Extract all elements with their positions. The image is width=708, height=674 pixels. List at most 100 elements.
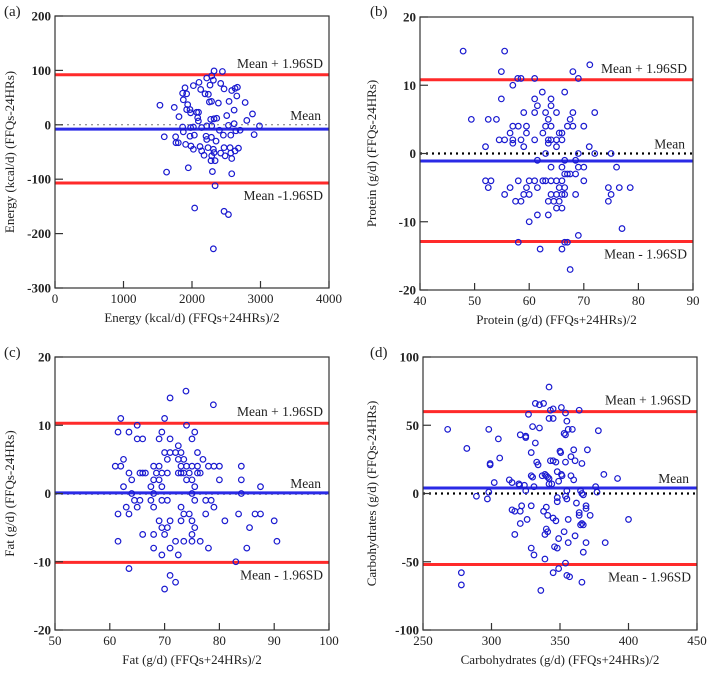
data-point bbox=[569, 122, 577, 130]
data-point bbox=[191, 496, 199, 504]
data-point bbox=[536, 245, 544, 253]
data-point bbox=[571, 532, 579, 540]
data-point bbox=[150, 544, 158, 552]
data-point bbox=[566, 266, 574, 273]
data-point bbox=[544, 211, 552, 219]
x-tick-label: 400 bbox=[619, 633, 639, 648]
data-point bbox=[558, 136, 566, 144]
y-axis-title: Protein (g/d) (FFQs-24HRs) bbox=[364, 80, 379, 227]
data-point bbox=[114, 428, 122, 436]
data-point bbox=[180, 455, 188, 463]
data-point bbox=[531, 177, 539, 185]
data-point bbox=[177, 469, 185, 477]
data-point bbox=[473, 492, 480, 500]
data-point bbox=[544, 115, 552, 123]
data-point bbox=[579, 548, 587, 556]
data-point bbox=[525, 410, 532, 418]
data-point bbox=[544, 473, 552, 481]
data-point bbox=[613, 163, 620, 171]
data-point bbox=[163, 496, 171, 504]
data-point bbox=[533, 102, 541, 110]
data-point bbox=[561, 88, 569, 96]
data-point bbox=[534, 461, 542, 469]
data-point bbox=[527, 472, 535, 480]
data-point bbox=[125, 510, 133, 518]
upper-limit-label: Mean + 1.96SD bbox=[237, 56, 323, 71]
data-point bbox=[561, 191, 569, 198]
data-point bbox=[210, 115, 218, 123]
data-point bbox=[537, 587, 545, 594]
data-point bbox=[172, 578, 179, 586]
data-point bbox=[547, 163, 555, 171]
data-point bbox=[580, 163, 588, 171]
data-point bbox=[544, 511, 552, 519]
data-point bbox=[188, 517, 196, 525]
data-point bbox=[531, 400, 539, 407]
data-point bbox=[196, 537, 204, 545]
data-point bbox=[161, 531, 169, 538]
data-point bbox=[228, 170, 236, 178]
data-point bbox=[208, 152, 216, 160]
data-point bbox=[501, 47, 509, 55]
data-point bbox=[497, 68, 505, 75]
data-point bbox=[186, 106, 194, 113]
data-point bbox=[564, 425, 572, 433]
data-point bbox=[483, 495, 491, 503]
data-point bbox=[166, 517, 174, 525]
data-point bbox=[542, 150, 549, 157]
data-point bbox=[549, 405, 557, 413]
data-point bbox=[183, 90, 191, 98]
data-point bbox=[582, 505, 590, 512]
y-tick-label: 0 bbox=[410, 146, 417, 161]
data-point bbox=[128, 490, 136, 497]
data-point bbox=[175, 113, 183, 121]
data-point bbox=[572, 170, 580, 178]
panel-label: (d) bbox=[370, 345, 388, 361]
data-point bbox=[568, 425, 576, 433]
data-point bbox=[493, 115, 500, 123]
data-point bbox=[160, 133, 168, 141]
data-point bbox=[230, 120, 238, 128]
data-point bbox=[552, 517, 560, 525]
y-tick-label: -20 bbox=[34, 623, 51, 638]
data-point bbox=[208, 122, 216, 130]
data-point bbox=[547, 191, 555, 198]
data-point bbox=[575, 511, 583, 519]
data-point bbox=[215, 462, 223, 470]
data-point bbox=[228, 155, 236, 162]
data-point bbox=[161, 449, 169, 456]
data-point bbox=[509, 139, 517, 147]
x-tick-label: 0 bbox=[52, 291, 59, 306]
data-point bbox=[166, 544, 174, 552]
data-point bbox=[225, 211, 232, 218]
data-point bbox=[490, 479, 498, 486]
x-tick-label: 70 bbox=[577, 293, 590, 308]
data-point bbox=[542, 109, 549, 116]
data-point bbox=[172, 139, 180, 147]
data-point bbox=[541, 555, 549, 563]
mean-label: Mean bbox=[654, 137, 685, 152]
x-tick-label: 80 bbox=[213, 633, 226, 648]
data-point bbox=[485, 425, 493, 433]
data-point bbox=[463, 445, 471, 452]
data-point bbox=[125, 565, 133, 572]
data-point bbox=[189, 145, 197, 153]
data-point bbox=[553, 494, 561, 501]
data-point bbox=[188, 462, 196, 470]
data-point bbox=[562, 458, 569, 466]
data-point bbox=[533, 156, 541, 164]
data-point bbox=[531, 439, 539, 447]
data-point bbox=[205, 462, 212, 470]
data-point bbox=[584, 446, 591, 454]
data-point bbox=[547, 177, 555, 185]
data-point bbox=[562, 559, 569, 567]
data-point bbox=[189, 123, 197, 131]
data-point bbox=[209, 145, 217, 153]
data-point bbox=[211, 182, 219, 190]
y-tick-label: -100 bbox=[27, 172, 51, 187]
data-point bbox=[184, 164, 192, 172]
data-point bbox=[586, 61, 594, 69]
data-point bbox=[523, 184, 530, 192]
data-point bbox=[114, 510, 122, 518]
data-point bbox=[467, 115, 475, 123]
